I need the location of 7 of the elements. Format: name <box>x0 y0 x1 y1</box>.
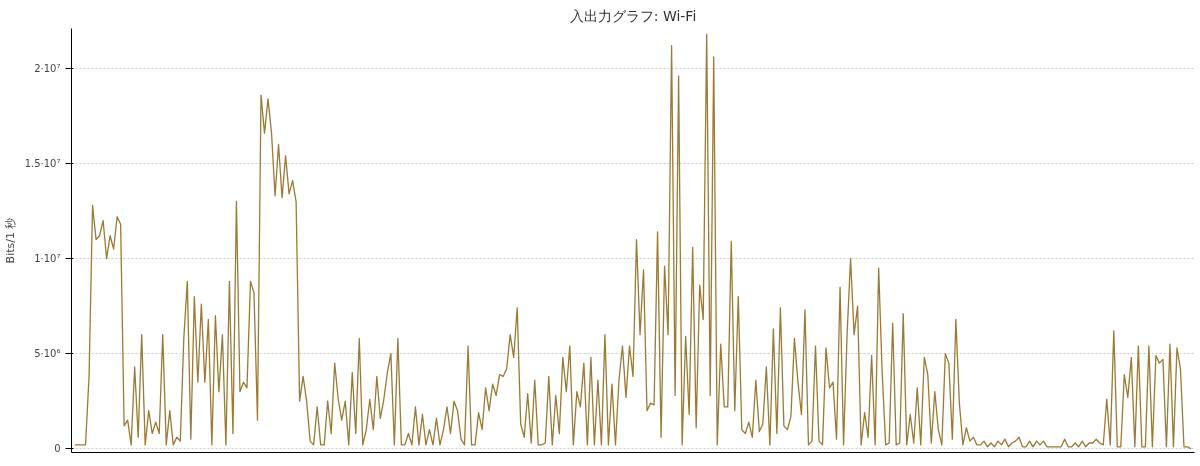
y-tick-label: 0 <box>54 443 61 455</box>
y-tick-label: 1·10⁷ <box>34 253 61 265</box>
y-tick-label: 5·10⁶ <box>34 348 61 360</box>
y-axis-title: Bits/1 秒 <box>3 217 17 264</box>
y-tick-label: 1.5·10⁷ <box>24 158 61 169</box>
chart-title: 入出力グラフ: Wi-Fi <box>569 7 697 24</box>
y-tick-label: 2·10⁷ <box>34 62 61 74</box>
